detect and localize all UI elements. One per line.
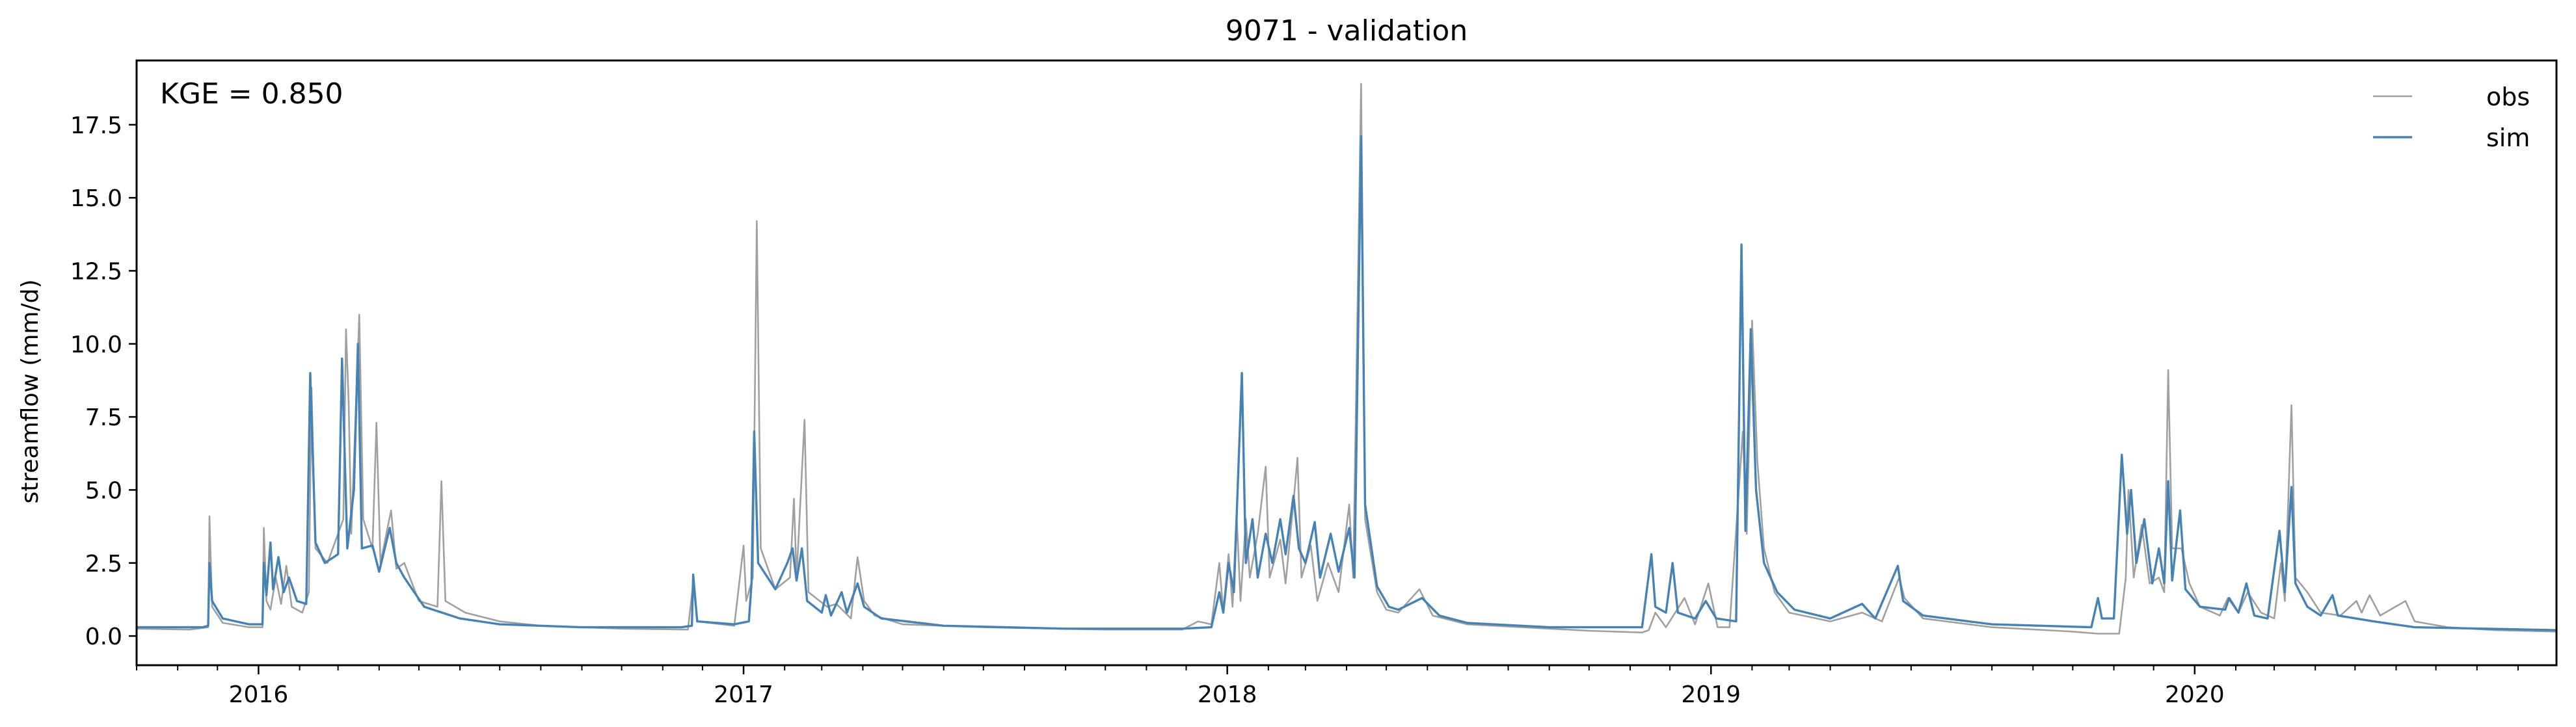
axes-layer: 0.0 2.5 5.0 7.5 10.0 12.5 15.0 17.5 2016 2017 2018…	[70, 112, 2519, 708]
y-tick-label: 0.0	[85, 624, 122, 650]
y-tick-label: 5.0	[85, 477, 122, 504]
series-line-obs	[137, 83, 2556, 635]
y-tick-label: 15.0	[70, 185, 122, 212]
y-tick-label: 10.0	[70, 332, 122, 358]
y-tick-label: 17.5	[70, 112, 122, 139]
y-tick-label: 12.5	[70, 258, 122, 285]
legend-label-obs: obs	[2486, 83, 2530, 111]
legend: obs sim	[2373, 83, 2530, 152]
x-tick-label: 2016	[229, 681, 289, 708]
kge-annotation: KGE = 0.850	[160, 77, 343, 111]
chart-title: 9071 - validation	[1226, 14, 1468, 47]
plot-frame	[135, 59, 2558, 667]
series-layer	[137, 83, 2556, 635]
x-tick-label: 2020	[2165, 681, 2225, 708]
x-tick-label: 2017	[714, 681, 773, 708]
legend-label-sim: sim	[2486, 124, 2530, 152]
y-axis-label: streamflow (mm/d)	[17, 280, 44, 504]
y-tick-label: 2.5	[85, 551, 122, 577]
x-tick-label: 2018	[1198, 681, 1257, 708]
series-line-sim	[137, 135, 2556, 631]
y-tick-label: 7.5	[85, 404, 122, 431]
x-tick-label: 2019	[1681, 681, 1741, 708]
